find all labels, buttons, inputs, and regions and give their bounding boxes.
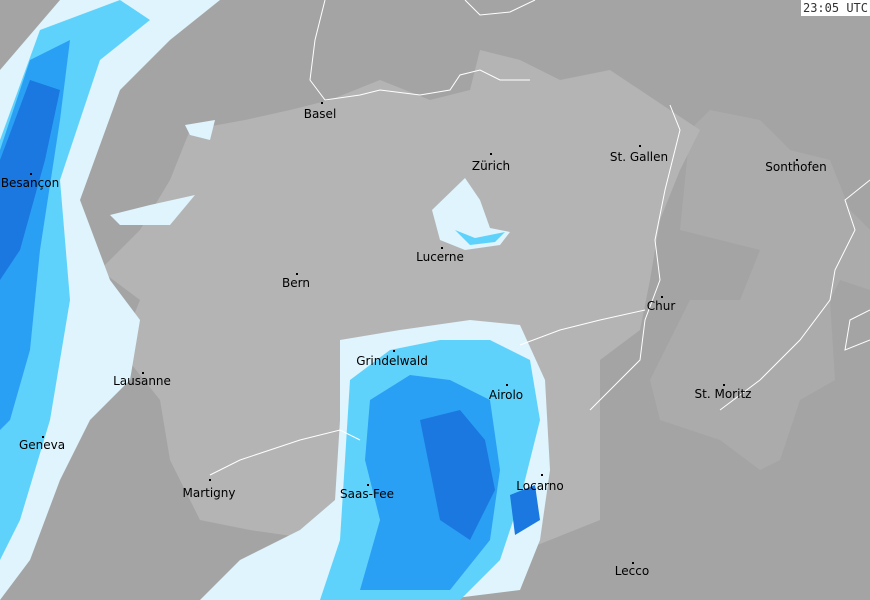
austria-region <box>650 110 870 470</box>
precipitation <box>0 0 550 600</box>
borders <box>209 0 870 476</box>
timestamp-label: 23:05 UTC <box>800 0 870 16</box>
switzerland-region <box>100 50 700 580</box>
